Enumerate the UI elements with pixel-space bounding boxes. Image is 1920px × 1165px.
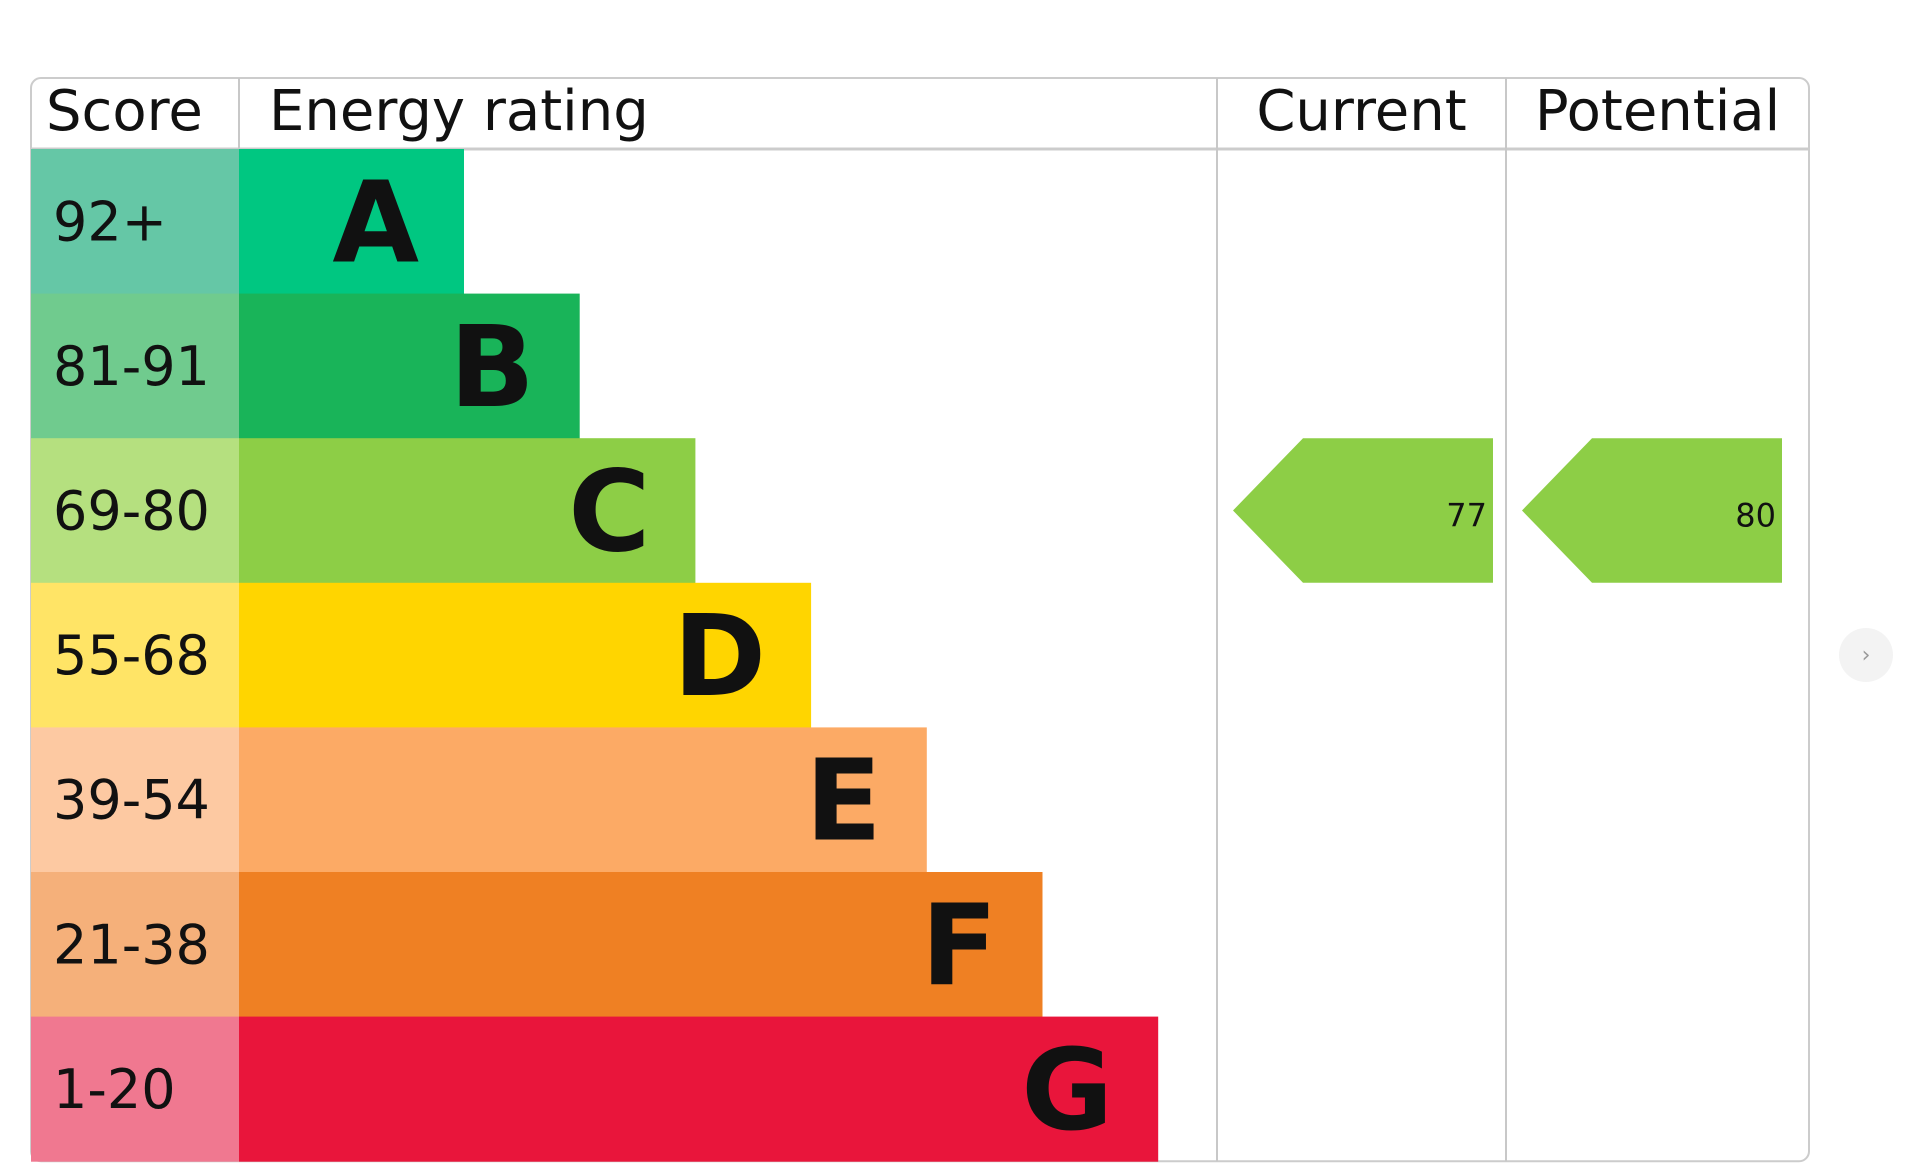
score-label: 39-54 xyxy=(53,769,210,832)
header-score: Score xyxy=(46,79,203,144)
score-cell xyxy=(31,727,239,873)
potential-value: 80 xyxy=(1735,497,1776,535)
header-energy-rating: Energy rating xyxy=(269,79,649,144)
score-label: 92+ xyxy=(53,190,167,253)
score-cell xyxy=(31,872,239,1018)
score-label: 21-38 xyxy=(53,913,210,976)
rating-letter: C xyxy=(568,448,650,578)
score-label: 81-91 xyxy=(53,335,210,398)
rating-bar-a xyxy=(239,149,464,295)
rating-letter: B xyxy=(449,303,534,433)
rating-letter: F xyxy=(921,881,998,1011)
score-label: 1-20 xyxy=(53,1058,176,1121)
current-arrow xyxy=(1233,438,1493,583)
header-potential: Potential xyxy=(1535,79,1780,144)
score-cell xyxy=(31,1016,239,1162)
rating-letter: A xyxy=(332,158,419,288)
potential-arrow xyxy=(1522,438,1782,583)
score-label: 55-68 xyxy=(53,624,210,687)
score-cell xyxy=(31,582,239,728)
score-cell xyxy=(31,438,239,584)
rating-bar-g xyxy=(239,1016,1159,1162)
rating-letter: D xyxy=(673,592,766,722)
rating-letter: G xyxy=(1021,1026,1113,1156)
rating-bar-e xyxy=(239,727,927,873)
score-cell xyxy=(31,293,239,439)
score-label: 69-80 xyxy=(53,480,210,543)
next-button[interactable]: › xyxy=(1839,628,1893,682)
rating-bar-d xyxy=(239,582,812,728)
chevron-right-icon: › xyxy=(1861,642,1871,668)
rating-bar-b xyxy=(239,293,580,439)
rating-bar-f xyxy=(239,872,1043,1018)
rating-letter: E xyxy=(805,737,882,867)
score-cell xyxy=(31,149,239,295)
header-current: Current xyxy=(1256,79,1466,144)
rating-bar-c xyxy=(239,438,696,584)
current-value: 77 xyxy=(1446,497,1487,535)
